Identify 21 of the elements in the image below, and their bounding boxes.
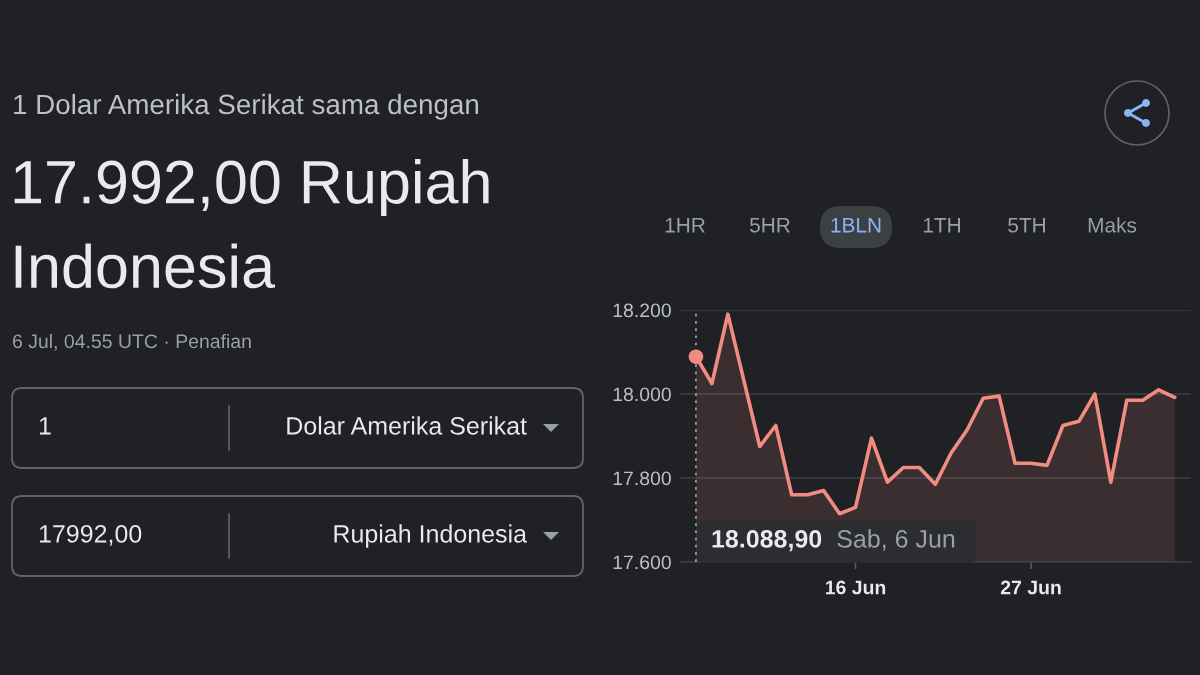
text: Rupiah Indonesia	[334, 524, 528, 548]
text: Maks	[1088, 217, 1137, 233]
text: 1 Dolar Amerika Serikat sama dengan	[14, 93, 479, 120]
text: Dolar Amerika Serikat	[287, 416, 527, 435]
text: 1	[39, 417, 51, 435]
x-tick-label: 16 Jun	[825, 580, 886, 595]
chart-title: 17.992,00 Rupiah Indonesia	[14, 159, 489, 289]
text: 17992,00	[39, 525, 142, 546]
y-tick-label: 18.200	[613, 303, 671, 318]
annotation: 18.088,90	[712, 530, 822, 552]
text: 1TH	[923, 218, 960, 233]
text: 1HR	[665, 218, 705, 233]
text: 1BLN	[831, 218, 881, 233]
text: 5HR	[750, 218, 790, 233]
y-tick-label: 17.600	[613, 555, 671, 570]
y-tick-label: 18.000	[613, 387, 671, 402]
y-tick-label: 17.800	[613, 471, 671, 486]
annotation: Sab, 6 Jun	[837, 529, 955, 551]
text: 5TH	[1008, 218, 1045, 233]
x-tick-label: 27 Jun	[1000, 580, 1061, 595]
text: 6 Jul, 04.55 UTC · Penafian	[12, 333, 251, 351]
